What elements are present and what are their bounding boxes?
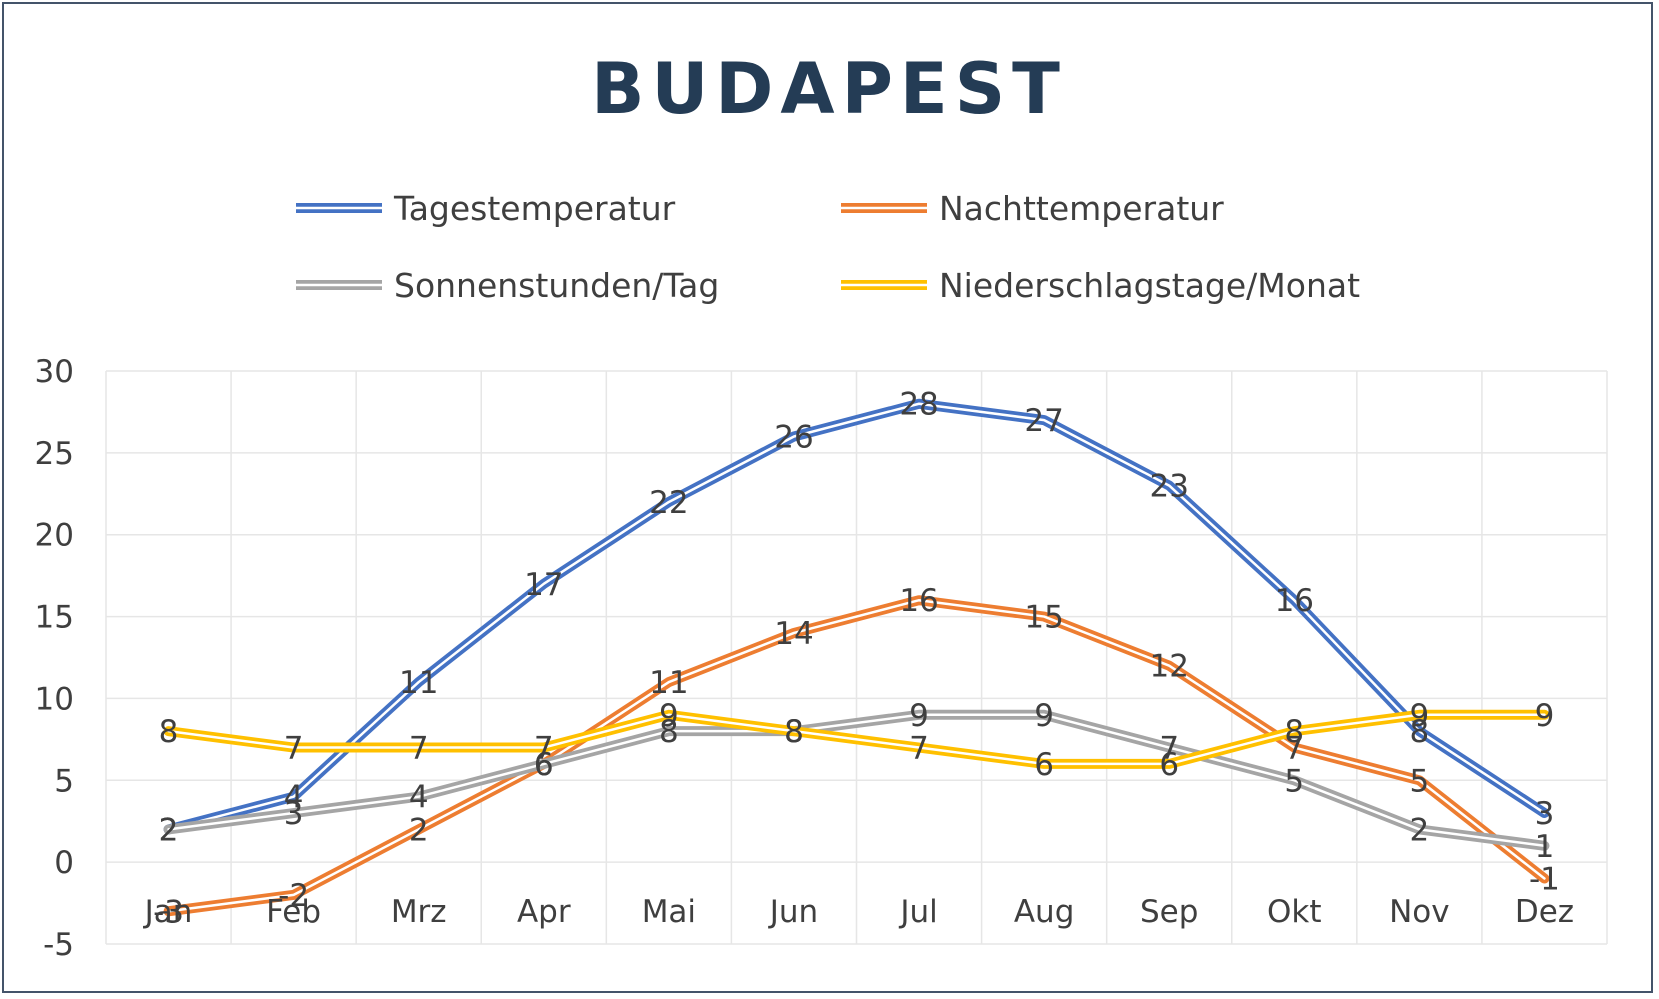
data-label-nachttemperatur: 11 (649, 665, 688, 701)
data-label-sonnenstunden-tag: 2 (159, 812, 179, 848)
y-tick-label: 20 (35, 518, 74, 554)
data-label-tagestemperatur: 26 (774, 419, 813, 455)
legend-item-niederschlagstage-monat: Niederschlagstage/Monat (841, 266, 1360, 305)
data-label-nachttemperatur: 15 (1024, 600, 1063, 636)
data-label-nachttemperatur: 5 (1410, 763, 1430, 799)
data-label-sonnenstunden-tag: 3 (284, 796, 304, 832)
x-tick-label-mai: Mai (642, 894, 696, 930)
data-label-tagestemperatur: 28 (899, 387, 938, 423)
x-tick-label-sep: Sep (1140, 894, 1198, 930)
data-label-niederschlagstage-monat: 9 (1535, 698, 1555, 734)
data-label-nachttemperatur: 12 (1149, 649, 1188, 685)
series-niederschlagstage-monat (163, 709, 1550, 769)
y-tick-label: 30 (35, 354, 74, 390)
data-label-nachttemperatur: 2 (409, 812, 429, 848)
x-tick-label-apr: Apr (517, 894, 571, 930)
series-sonnenstunden-tag (163, 709, 1550, 851)
legend-item-nachttemperatur: Nachttemperatur (841, 189, 1224, 228)
chart-title: BUDAPEST (591, 48, 1067, 130)
x-tick-label-jun: Jun (768, 894, 818, 930)
data-label-nachttemperatur: -3 (153, 894, 184, 930)
data-label-sonnenstunden-tag: 7 (1159, 731, 1179, 767)
y-tick-label: 5 (54, 763, 74, 799)
series-tagestemperatur (163, 398, 1550, 835)
data-label-nachttemperatur: 16 (899, 583, 938, 619)
series-line-inner-nachttemperatur (167, 598, 1546, 913)
data-label-nachttemperatur: -1 (1529, 862, 1560, 898)
data-label-niederschlagstage-monat: 8 (784, 714, 804, 750)
chart-legend: Tagestemperatur Nachttemperatur Sonnenstun… (296, 189, 1360, 305)
data-label-sonnenstunden-tag: 8 (784, 714, 804, 750)
data-label-niederschlagstage-monat: 6 (1159, 747, 1179, 783)
data-label-tagestemperatur: 17 (524, 567, 563, 603)
y-tick-label: 15 (35, 600, 74, 636)
x-tick-label-dez: Dez (1515, 894, 1574, 930)
series-line-inner-tagestemperatur (167, 402, 1546, 831)
chart-series (163, 398, 1550, 917)
data-label-tagestemperatur: 23 (1149, 469, 1188, 505)
data-label-nachttemperatur: 14 (774, 616, 813, 652)
data-label-tagestemperatur: 16 (1275, 583, 1314, 619)
legend-label: Sonnenstunden/Tag (394, 266, 719, 305)
data-label-tagestemperatur: 22 (649, 485, 688, 521)
x-tick-label-nov: Nov (1389, 894, 1450, 930)
x-axis: Jan Feb Mrz Apr Mai Jun Jul Aug Sep Okt Nov Dez (143, 894, 1574, 930)
data-label-sonnenstunden-tag: 9 (1034, 698, 1054, 734)
y-axis: -5 0 5 10 15 20 25 30 (35, 354, 74, 963)
y-tick-label: 25 (35, 436, 74, 472)
data-label-niederschlagstage-monat: 9 (1410, 698, 1430, 734)
data-label-nachttemperatur: 7 (1284, 731, 1304, 767)
data-label-niederschlagstage-monat: 8 (1284, 714, 1304, 750)
y-tick-label: 10 (35, 681, 74, 717)
data-label-niederschlagstage-monat: 9 (659, 698, 679, 734)
data-label-nachttemperatur: 6 (534, 747, 554, 783)
data-label-niederschlagstage-monat: 8 (159, 714, 179, 750)
x-tick-label-jul: Jul (898, 894, 937, 930)
data-label-niederschlagstage-monat: 7 (909, 731, 929, 767)
data-label-tagestemperatur: 2 (159, 812, 179, 848)
series-line-inner-sonnenstunden-tag (167, 713, 1546, 848)
chart-grid (105, 370, 1608, 945)
data-label-sonnenstunden-tag: 5 (1284, 763, 1304, 799)
data-label-tagestemperatur: 27 (1024, 403, 1063, 439)
x-tick-label-okt: Okt (1267, 894, 1322, 930)
data-label-sonnenstunden-tag: 8 (659, 714, 679, 750)
data-label-tagestemperatur: 3 (1535, 796, 1555, 832)
data-label-niederschlagstage-monat: 7 (284, 731, 304, 767)
data-label-niederschlagstage-monat: 7 (409, 731, 429, 767)
data-label-tagestemperatur: 8 (1410, 714, 1430, 750)
x-tick-label-feb: Feb (266, 894, 321, 930)
x-tick-label-aug: Aug (1014, 894, 1075, 930)
legend-item-tagestemperatur: Tagestemperatur (296, 189, 676, 228)
y-tick-label: -5 (43, 927, 74, 963)
data-label-nachttemperatur: -2 (278, 878, 309, 914)
series-line-inner-niederschlagstage-monat (167, 713, 1546, 766)
series-nachttemperatur (163, 595, 1550, 917)
x-tick-label-jan: Jan (143, 894, 193, 930)
data-label-sonnenstunden-tag: 2 (1410, 812, 1430, 848)
legend-label: Niederschlagstage/Monat (939, 266, 1360, 305)
legend-label: Tagestemperatur (393, 189, 676, 228)
data-label-tagestemperatur: 4 (284, 780, 304, 816)
legend-item-sonnenstunden-tag: Sonnenstunden/Tag (296, 266, 719, 305)
x-tick-label-mrz: Mrz (391, 894, 447, 930)
data-label-sonnenstunden-tag: 6 (534, 747, 554, 783)
legend-label: Nachttemperatur (939, 189, 1224, 228)
data-label-tagestemperatur: 11 (399, 665, 438, 701)
data-label-niederschlagstage-monat: 7 (534, 731, 554, 767)
data-label-sonnenstunden-tag: 9 (909, 698, 929, 734)
data-label-sonnenstunden-tag: 1 (1535, 829, 1555, 865)
data-label-sonnenstunden-tag: 4 (409, 780, 429, 816)
data-label-niederschlagstage-monat: 6 (1034, 747, 1054, 783)
y-tick-label: 0 (54, 845, 74, 881)
